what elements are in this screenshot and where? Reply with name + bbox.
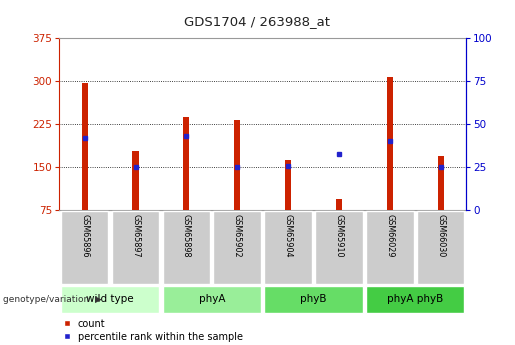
Bar — [213, 211, 261, 284]
Bar — [366, 211, 414, 284]
Bar — [234, 120, 241, 210]
Bar — [264, 211, 312, 284]
Bar — [183, 117, 190, 210]
Bar — [264, 286, 363, 313]
Bar — [132, 151, 139, 210]
Text: GSM65904: GSM65904 — [284, 214, 293, 258]
Bar — [387, 77, 393, 210]
Bar — [112, 211, 159, 284]
Bar — [366, 286, 465, 313]
Text: phyA phyB: phyA phyB — [387, 294, 443, 304]
Bar — [438, 156, 444, 210]
Text: GSM65897: GSM65897 — [131, 214, 140, 258]
Bar — [81, 83, 88, 210]
Bar — [417, 211, 465, 284]
Text: genotype/variation  ▶: genotype/variation ▶ — [3, 295, 101, 304]
Text: GSM65910: GSM65910 — [334, 214, 344, 258]
Text: phyB: phyB — [300, 294, 327, 304]
Text: GSM66029: GSM66029 — [385, 214, 394, 258]
Bar — [163, 286, 261, 313]
Bar — [163, 211, 210, 284]
Bar — [61, 286, 159, 313]
Text: GSM65896: GSM65896 — [80, 214, 89, 258]
Text: wild type: wild type — [87, 294, 134, 304]
Text: phyA: phyA — [199, 294, 225, 304]
Text: GSM66030: GSM66030 — [436, 214, 445, 257]
Text: GSM65902: GSM65902 — [233, 214, 242, 258]
Bar — [61, 211, 109, 284]
Legend: count, percentile rank within the sample: count, percentile rank within the sample — [64, 319, 243, 342]
Text: GDS1704 / 263988_at: GDS1704 / 263988_at — [184, 14, 331, 28]
Text: GSM65898: GSM65898 — [182, 214, 191, 258]
Bar — [336, 199, 342, 210]
Bar — [285, 160, 291, 210]
Bar — [315, 211, 363, 284]
